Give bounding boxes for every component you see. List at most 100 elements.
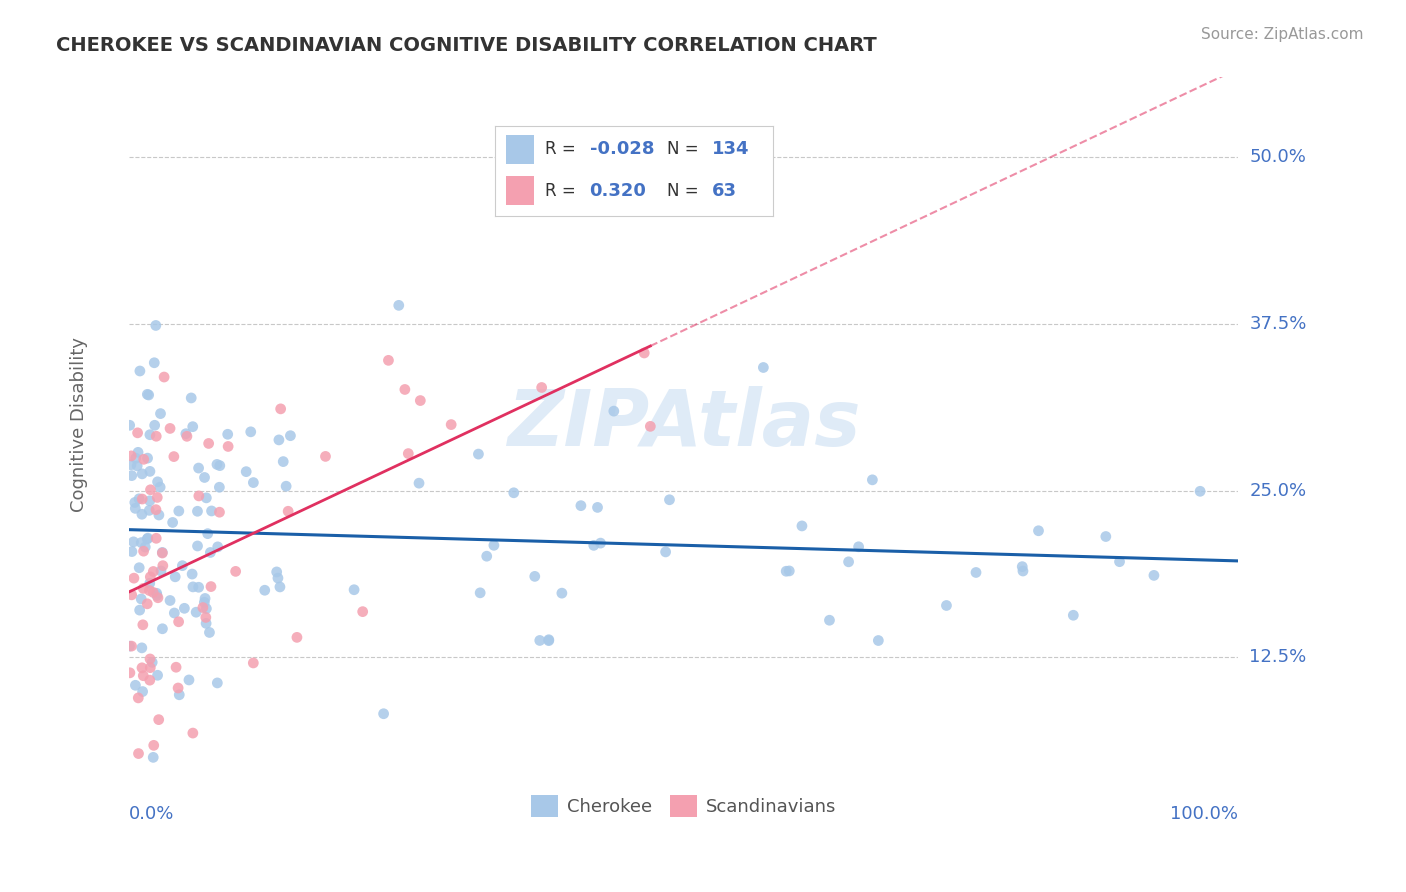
Point	[136, 532, 159, 546]
Point	[131, 507, 153, 521]
Point	[142, 750, 165, 764]
Point	[139, 576, 162, 591]
Point	[790, 519, 813, 533]
Point	[200, 580, 222, 594]
Point	[186, 605, 208, 619]
Point	[270, 401, 292, 416]
Point	[167, 681, 190, 695]
Point	[139, 493, 162, 508]
Point	[146, 491, 169, 505]
Point	[124, 501, 146, 516]
Point	[153, 370, 176, 384]
Point	[165, 660, 187, 674]
Point	[217, 427, 239, 442]
Point	[267, 571, 290, 585]
Point	[207, 540, 229, 554]
Point	[253, 583, 276, 598]
Point	[127, 690, 149, 705]
Point	[1143, 568, 1166, 582]
Point	[396, 447, 419, 461]
Point	[569, 499, 592, 513]
Point	[225, 565, 247, 579]
Point	[200, 545, 222, 559]
Point	[146, 475, 169, 489]
Point	[122, 571, 145, 585]
Point	[146, 591, 169, 605]
Point	[132, 452, 155, 467]
Point	[139, 570, 162, 584]
Point	[181, 580, 204, 594]
Point	[633, 346, 655, 360]
Point	[131, 661, 153, 675]
Point	[125, 451, 148, 466]
Point	[582, 538, 605, 552]
Point	[271, 454, 294, 468]
Point	[408, 476, 430, 491]
Point	[603, 404, 626, 418]
Point	[537, 632, 560, 647]
Point	[239, 425, 262, 439]
Point	[242, 475, 264, 490]
Point	[654, 545, 676, 559]
Point	[523, 569, 546, 583]
Point	[159, 593, 181, 607]
Point	[142, 565, 165, 579]
Point	[388, 298, 411, 312]
Point	[502, 485, 524, 500]
Text: Source: ZipAtlas.com: Source: ZipAtlas.com	[1201, 27, 1364, 42]
Point	[640, 419, 662, 434]
Point	[280, 428, 302, 442]
Point	[868, 633, 890, 648]
Point	[146, 668, 169, 682]
Point	[148, 713, 170, 727]
Point	[194, 591, 217, 606]
Point	[529, 633, 551, 648]
Point	[193, 595, 215, 609]
Point	[141, 656, 163, 670]
Point	[475, 549, 498, 564]
Point	[848, 540, 870, 554]
Point	[269, 580, 291, 594]
Point	[217, 440, 239, 454]
Point	[139, 652, 162, 666]
Text: 12.5%: 12.5%	[1250, 648, 1306, 666]
Point	[1108, 555, 1130, 569]
Point	[128, 603, 150, 617]
Point	[136, 531, 159, 545]
Text: CHEROKEE VS SCANDINAVIAN COGNITIVE DISABILITY CORRELATION CHART: CHEROKEE VS SCANDINAVIAN COGNITIVE DISAB…	[56, 36, 877, 54]
Point	[129, 364, 152, 378]
Point	[163, 606, 186, 620]
Point	[138, 388, 160, 402]
Point	[149, 407, 172, 421]
Point	[195, 616, 218, 631]
Point	[838, 555, 860, 569]
Text: 50.0%: 50.0%	[1250, 148, 1306, 167]
Point	[134, 540, 156, 554]
Point	[128, 747, 150, 761]
Point	[285, 631, 308, 645]
Point	[174, 426, 197, 441]
Point	[752, 360, 775, 375]
Point	[195, 491, 218, 505]
Point	[200, 504, 222, 518]
Point	[118, 639, 141, 653]
Point	[145, 318, 167, 333]
Text: 37.5%: 37.5%	[1250, 315, 1306, 333]
Point	[551, 586, 574, 600]
Point	[145, 429, 167, 443]
Point	[124, 678, 146, 692]
Point	[186, 539, 208, 553]
Point	[377, 353, 399, 368]
Point	[149, 564, 172, 578]
Point	[145, 531, 167, 545]
Point	[1062, 608, 1084, 623]
Point	[127, 445, 149, 459]
Point	[1028, 524, 1050, 538]
Point	[152, 558, 174, 573]
Point	[586, 500, 609, 515]
Point	[187, 489, 209, 503]
Point	[145, 502, 167, 516]
Point	[276, 479, 298, 493]
Point	[208, 480, 231, 494]
Point	[118, 418, 141, 433]
